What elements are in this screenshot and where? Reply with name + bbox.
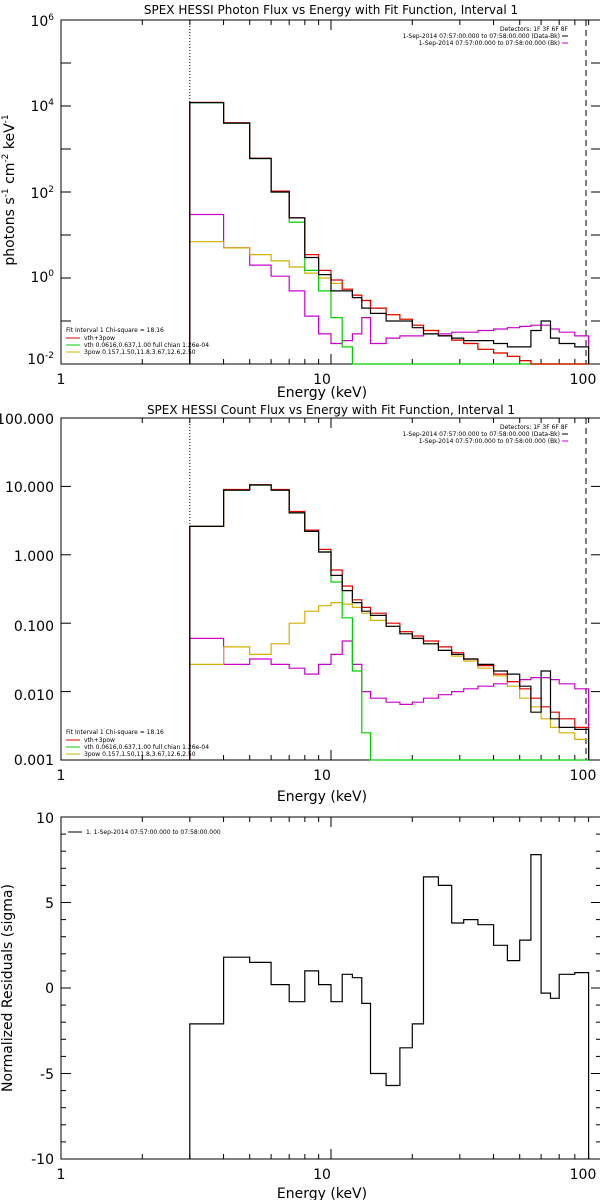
count-legend-bk: 1-Sep-2014 07:57:00.000 to 07:58:00.000 … [419, 438, 560, 445]
photon-ytick-label-1e-2: 10-2 [27, 351, 54, 368]
residuals-series-0-line [189, 854, 590, 1159]
photon-legend-bk: 1-Sep-2014 07:57:00.000 to 07:58:00.000 … [419, 40, 560, 47]
count-ytick-label-100.000: 100.000 [0, 412, 54, 428]
count-legend-bottom: Fit Interval 1 Chi-square = 18.16 vth+3p… [66, 729, 209, 758]
photon-ylabel: photons s-1 cm-2 keV-1 [1, 114, 18, 265]
photon-series-0-line [189, 102, 590, 364]
photon-legend-detectors: Detectors: 1F 3F 6F 8F [500, 26, 569, 33]
count-legend-fit: Fit Interval 1 Chi-square = 18.16 [66, 729, 164, 736]
residuals-y-ticks [61, 816, 600, 1160]
count-ytick-label-0.001: 0.001 [14, 753, 54, 769]
photon-series-1-line [189, 213, 590, 364]
photon-xlabel: Energy (keV) [277, 385, 367, 401]
residuals-xtick-label-10: 10 [313, 1167, 331, 1183]
count-legend-total: vth+3pow [84, 737, 115, 744]
count-legend-top: Detectors: 1F 3F 6F 8F 1-Sep-2014 07:57:… [402, 424, 568, 445]
residuals-ytick-label-10: 10 [36, 811, 54, 827]
residuals-x-ticks [60, 817, 590, 1159]
count-series-3-line [189, 484, 589, 761]
residuals-ylabel: Normalized Residuals (sigma) [0, 884, 16, 1092]
count-panel: SPEX HESSI Count Flux vs Energy with Fit… [0, 403, 600, 805]
residuals-ytick-label-0: 0 [45, 981, 54, 997]
photon-x-ticks [60, 20, 590, 364]
residuals-panel: 1 10 100 -10 -5 0 5 10 Energy (keV) Norm… [0, 811, 600, 1200]
photon-legend-top: Detectors: 1F 3F 6F 8F 1-Sep-2014 07:57:… [402, 26, 568, 47]
count-series-1-line [189, 637, 590, 760]
count-legend-3pow: 3pow 0.157,1.50,11.8,3.67,12.6,2.50 [84, 751, 196, 758]
photon-legend-total: vth+3pow [84, 335, 115, 342]
photon-ytick-label-1e2: 102 [30, 185, 54, 202]
residuals-ytick-label-m5: -5 [40, 1067, 54, 1083]
count-legend-detectors: Detectors: 1F 3F 6F 8F [500, 424, 569, 431]
residuals-series [189, 854, 590, 1159]
count-xtick-label-100: 100 [570, 768, 597, 784]
count-series [189, 418, 590, 761]
residuals-ytick-label-m10: -10 [31, 1152, 54, 1168]
residuals-ytick-label-5: 5 [45, 896, 54, 912]
photon-y-ticks [61, 19, 600, 365]
residuals-xtick-label-100: 100 [570, 1167, 597, 1183]
residuals-xtick-label-1: 1 [57, 1167, 66, 1183]
photon-series [189, 20, 590, 365]
count-legend-vth: vth 0.0616,0.637,1.00 full chian 1.26e-0… [84, 744, 209, 751]
count-plot-frame [60, 417, 600, 761]
residuals-legend-label: 1. 1-Sep-2014 07:57:00.000 to 07:58:00.0… [86, 829, 221, 836]
photon-legend-bottom: Fit Interval 1 Chi-square = 18.16 vth+3p… [66, 327, 209, 356]
photon-xtick-label-10: 10 [313, 372, 331, 388]
count-xtick-label-10: 10 [313, 768, 331, 784]
count-title: SPEX HESSI Count Flux vs Energy with Fit… [147, 403, 515, 417]
photon-xtick-label-100: 100 [570, 372, 597, 388]
count-y-ticks [61, 417, 600, 761]
count-ytick-label-1.000: 1.000 [14, 549, 54, 565]
photon-legend-vth: vth 0.0616,0.637,1.00 full chian 1.26e-0… [84, 342, 209, 349]
count-x-ticks [60, 418, 590, 760]
count-ytick-label-10.000: 10.000 [5, 480, 54, 496]
count-ytick-label-0.100: 0.100 [14, 619, 54, 635]
photon-xtick-label-1: 1 [57, 372, 66, 388]
count-xlabel: Energy (keV) [277, 789, 367, 805]
photon-ytick-label-1e0: 100 [30, 269, 54, 286]
count-xtick-label-1: 1 [57, 768, 66, 784]
residuals-xlabel: Energy (keV) [277, 1186, 367, 1200]
count-legend-data-bk: 1-Sep-2014 07:57:00.000 to 07:58:00.000 … [402, 431, 560, 438]
photon-legend-data-bk: 1-Sep-2014 07:57:00.000 to 07:58:00.000 … [402, 33, 560, 40]
photon-ytick-label-1e4: 104 [30, 98, 54, 115]
photon-legend-fit: Fit Interval 1 Chi-square = 18.16 [66, 327, 164, 334]
residuals-legend: 1. 1-Sep-2014 07:57:00.000 to 07:58:00.0… [68, 829, 221, 836]
count-ytick-label-0.010: 0.010 [14, 688, 54, 704]
photon-title: SPEX HESSI Photon Flux vs Energy with Fi… [144, 3, 518, 17]
photon-legend-3pow: 3pow 0.157,1.50,11.8,3.67,12.6,2.50 [84, 349, 196, 356]
photon-ytick-label-1e6: 106 [30, 13, 54, 30]
photon-panel: SPEX HESSI Photon Flux vs Energy with Fi… [1, 3, 600, 401]
count-series-2-line [189, 484, 590, 760]
count-series-0-line [189, 484, 590, 760]
